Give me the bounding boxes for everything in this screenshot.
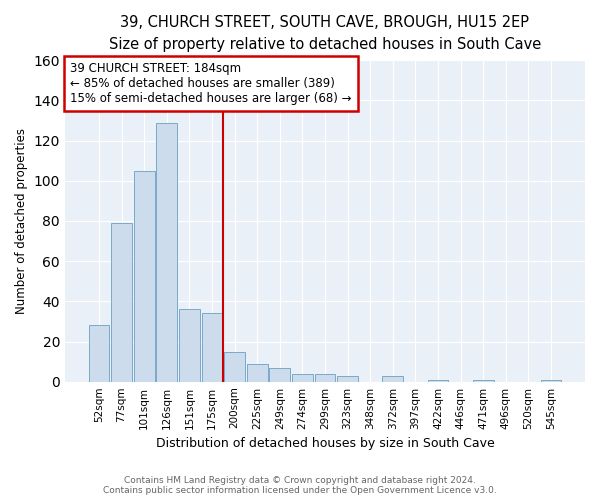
Bar [473,380,494,382]
Bar [202,314,223,382]
Y-axis label: Number of detached properties: Number of detached properties [15,128,28,314]
Text: Contains HM Land Registry data © Crown copyright and database right 2024.
Contai: Contains HM Land Registry data © Crown c… [103,476,497,495]
Bar [157,122,177,382]
Bar [314,374,335,382]
Bar [224,352,245,382]
Title: 39, CHURCH STREET, SOUTH CAVE, BROUGH, HU15 2EP
Size of property relative to det: 39, CHURCH STREET, SOUTH CAVE, BROUGH, H… [109,15,541,52]
Bar [179,310,200,382]
Bar [89,326,109,382]
Bar [382,376,403,382]
Bar [292,374,313,382]
Bar [541,380,562,382]
Bar [337,376,358,382]
Bar [269,368,290,382]
Bar [247,364,268,382]
Bar [134,171,155,382]
Bar [428,380,448,382]
Text: 39 CHURCH STREET: 184sqm
← 85% of detached houses are smaller (389)
15% of semi-: 39 CHURCH STREET: 184sqm ← 85% of detach… [70,62,352,105]
Bar [111,223,132,382]
X-axis label: Distribution of detached houses by size in South Cave: Distribution of detached houses by size … [155,437,494,450]
